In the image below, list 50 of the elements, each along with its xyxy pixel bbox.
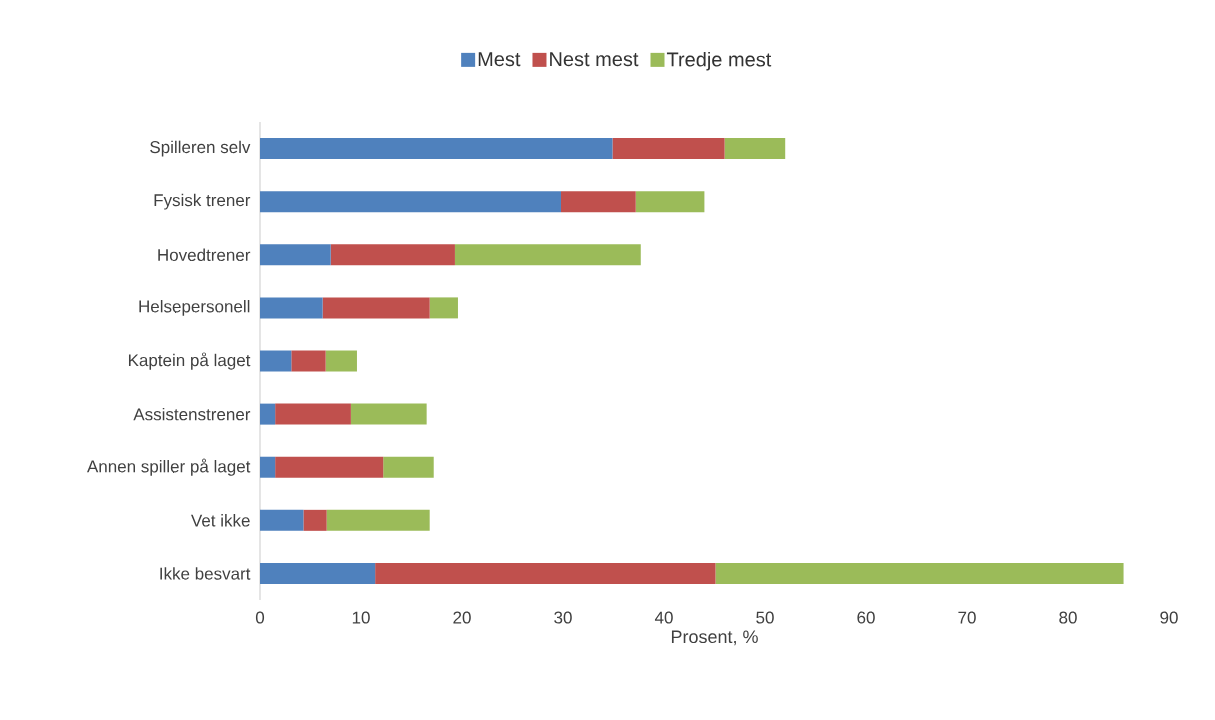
bar <box>260 244 331 266</box>
x-tick-label: 50 <box>756 611 774 624</box>
x-tick-label: 90 <box>1160 611 1178 624</box>
bar <box>383 456 434 478</box>
bar <box>275 403 351 425</box>
bar <box>260 562 376 584</box>
bar <box>715 562 1124 584</box>
x-tick-label: 0 <box>255 611 265 624</box>
bar <box>260 191 561 213</box>
bar <box>260 297 323 319</box>
bar <box>303 509 327 531</box>
bar <box>260 138 613 160</box>
bar <box>291 350 326 372</box>
bar <box>325 350 357 372</box>
bar <box>375 562 716 584</box>
bar <box>635 191 705 213</box>
bar <box>330 244 455 266</box>
bar <box>260 403 276 425</box>
bar <box>322 297 430 319</box>
y-tick-label: Fysisk trener <box>154 193 251 210</box>
bar <box>260 456 276 478</box>
y-tick-label: Hovedtrener <box>158 248 251 262</box>
x-tick-label: 40 <box>654 611 673 624</box>
y-tick-label: Annen spiller på laget <box>87 458 251 476</box>
y-tick-label: Kaptein på laget <box>128 352 251 370</box>
x-axis-title: Prosent, % <box>671 630 758 646</box>
bar <box>560 191 636 213</box>
bar <box>260 509 304 531</box>
bar <box>429 297 458 319</box>
legend-label: Nest mest <box>550 52 639 67</box>
x-tick-label: 80 <box>1059 611 1077 624</box>
y-tick-label: Helsepersonell <box>139 299 250 316</box>
bar <box>275 456 384 478</box>
x-tick-label: 30 <box>554 611 572 624</box>
x-tick-label: 70 <box>958 611 976 624</box>
bar <box>350 403 427 425</box>
x-tick-label: 20 <box>453 611 471 624</box>
legend-label: Mest <box>478 52 521 67</box>
x-tick-label: 60 <box>857 611 875 624</box>
y-tick-label: Vet ikke <box>191 514 250 527</box>
bar <box>454 244 641 266</box>
y-tick-label: Spilleren selv <box>150 140 251 157</box>
bar <box>612 138 725 160</box>
bar <box>724 138 786 160</box>
x-tick-label: 10 <box>352 611 370 624</box>
bar <box>260 350 292 372</box>
bar <box>326 509 430 531</box>
y-tick-label: Assistenstrener <box>133 407 251 421</box>
legend-label: Tredje mest <box>666 51 772 71</box>
y-tick-label: Ikke besvart <box>160 567 251 580</box>
